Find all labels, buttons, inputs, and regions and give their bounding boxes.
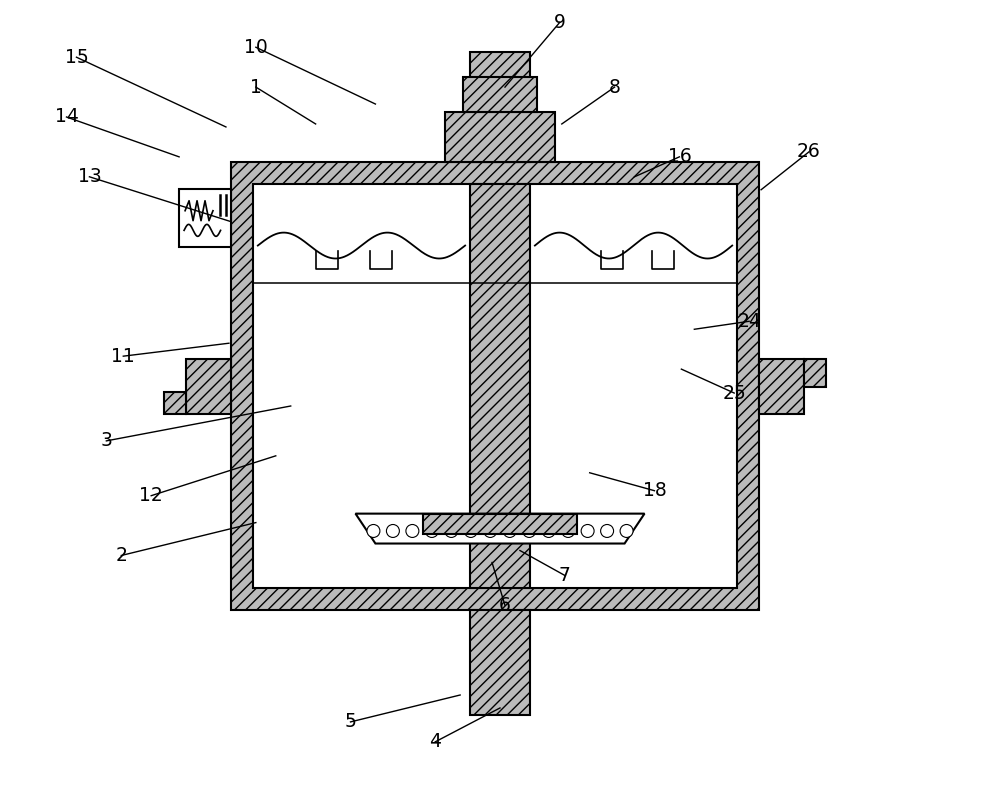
Text: 24: 24: [737, 311, 761, 331]
Text: 25: 25: [722, 384, 746, 402]
Circle shape: [406, 525, 419, 538]
Bar: [423, 513, 577, 534]
Bar: [179, 189, 231, 247]
Polygon shape: [355, 513, 645, 543]
Bar: [231, 162, 759, 611]
Bar: [253, 184, 737, 588]
Bar: [759, 359, 804, 414]
Text: 15: 15: [65, 48, 88, 67]
Text: 8: 8: [609, 78, 621, 97]
Text: 2: 2: [115, 546, 127, 565]
Bar: [463, 77, 537, 112]
Circle shape: [542, 525, 555, 538]
Circle shape: [620, 525, 633, 538]
Circle shape: [464, 525, 477, 538]
Circle shape: [445, 525, 458, 538]
Circle shape: [503, 525, 516, 538]
Text: 18: 18: [643, 481, 666, 500]
Circle shape: [523, 525, 536, 538]
Bar: [445, 112, 555, 162]
Circle shape: [484, 525, 497, 538]
Circle shape: [386, 525, 399, 538]
Text: 6: 6: [499, 596, 511, 615]
Text: 3: 3: [100, 431, 112, 450]
Circle shape: [367, 525, 380, 538]
Circle shape: [581, 525, 594, 538]
Bar: [804, 359, 826, 387]
Text: 1: 1: [250, 78, 262, 97]
Text: 7: 7: [559, 566, 571, 585]
Text: 9: 9: [554, 13, 566, 32]
Text: 5: 5: [345, 712, 356, 732]
Bar: [186, 359, 231, 414]
Text: 10: 10: [244, 38, 268, 57]
Circle shape: [562, 525, 575, 538]
Bar: [470, 52, 530, 162]
Text: 13: 13: [78, 167, 101, 187]
Bar: [164, 392, 186, 414]
Bar: [470, 611, 530, 715]
Circle shape: [425, 525, 438, 538]
Text: 11: 11: [111, 346, 135, 366]
Text: 26: 26: [797, 143, 821, 161]
Text: 14: 14: [55, 108, 78, 127]
Text: 16: 16: [668, 148, 691, 166]
Circle shape: [601, 525, 614, 538]
Text: 12: 12: [139, 486, 163, 505]
Text: 4: 4: [429, 732, 441, 751]
Bar: [470, 184, 530, 588]
